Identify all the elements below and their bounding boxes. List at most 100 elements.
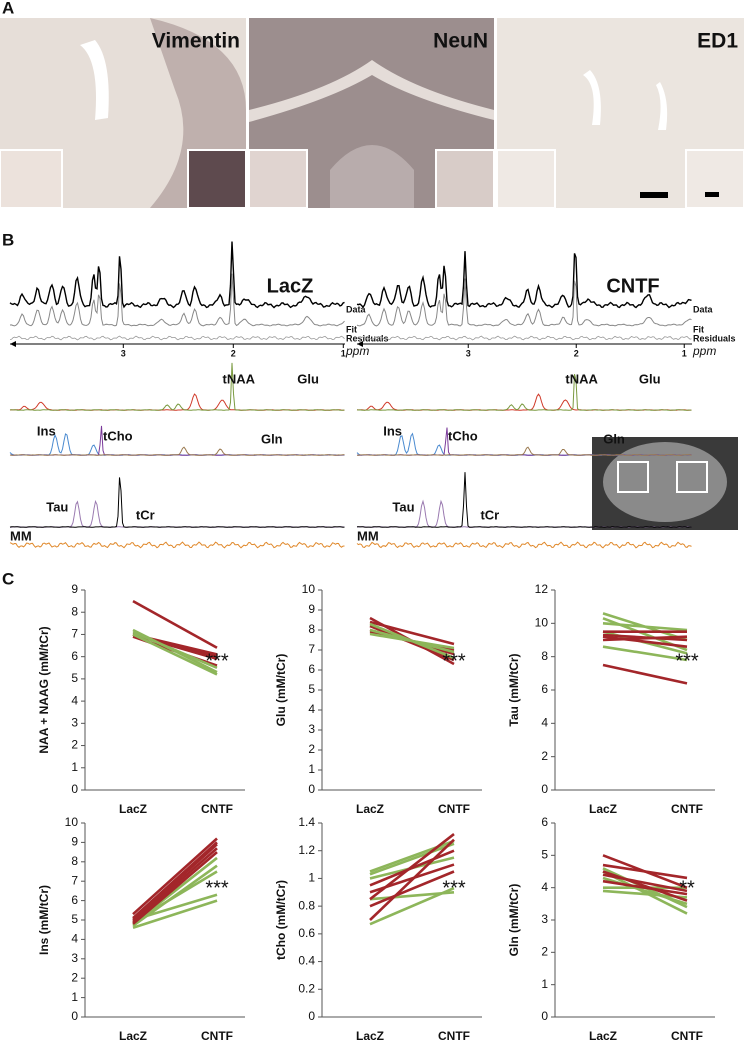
mm-trace xyxy=(9,541,345,549)
subject-line xyxy=(369,870,455,908)
y-tick-label: 3 xyxy=(541,912,548,926)
metabolite-trace xyxy=(9,393,345,411)
y-tick-label: 3 xyxy=(71,951,78,965)
y-tick-label: 0 xyxy=(71,782,78,796)
slope-chart: 0 0.2 0.4 0.6 0.8 1 1.2 1.4 LacZ CNTF tCho (mM/tCr… xyxy=(274,815,482,1041)
y-tick-label: 10 xyxy=(535,616,549,630)
voxel xyxy=(676,461,708,493)
y-tick-label: 8 xyxy=(308,622,315,636)
y-tick-label: 6 xyxy=(541,682,548,696)
x-tick-label: LacZ xyxy=(356,802,384,816)
slope-chart: 0 1 2 3 4 5 6 7 8 9 LacZ CNTF NAA + NAAG (mM/tCr) *** xyxy=(37,582,245,816)
y-tick-label: 1 xyxy=(308,871,315,885)
x-tick-label: CNTF xyxy=(201,1029,233,1041)
x-tick-label: LacZ xyxy=(119,1029,147,1041)
ventricle xyxy=(583,70,601,125)
y-tick-label: 1 xyxy=(71,990,78,1004)
metabolite-trace xyxy=(356,472,692,528)
metabolite-label: tNAA xyxy=(223,371,256,386)
subject-line xyxy=(132,843,218,921)
mri-inset xyxy=(592,437,738,530)
metabolite-trace xyxy=(9,477,345,528)
y-tick-label: 5 xyxy=(71,912,78,926)
trace-label: Data xyxy=(693,304,714,314)
slope-chart: 0 2 4 6 8 10 12 LacZ CNTF Tau (mM/tCr) *** xyxy=(507,582,715,816)
ppm-tick-label: 3 xyxy=(466,348,471,358)
x-tick-label: CNTF xyxy=(438,802,470,816)
residual-trace xyxy=(356,335,692,341)
y-axis-label: NAA + NAAG (mM/tCr) xyxy=(37,626,51,753)
y-tick-label: 4 xyxy=(71,932,78,946)
y-tick-label: 4 xyxy=(541,716,548,730)
inset xyxy=(685,149,744,209)
metabolite-label: tCr xyxy=(480,507,499,522)
significance: *** xyxy=(675,650,699,672)
data-trace xyxy=(9,241,345,309)
subject-line xyxy=(369,842,455,876)
subject-line xyxy=(369,849,455,887)
metabolite-trace xyxy=(356,446,692,456)
metabolite-label: MM xyxy=(357,528,379,543)
x-tick-label: LacZ xyxy=(589,1029,617,1041)
trace-label: Residuals xyxy=(693,333,736,343)
ppm-tick-label: 2 xyxy=(574,348,579,358)
y-tick-label: 5 xyxy=(71,671,78,685)
y-tick-label: 7 xyxy=(308,642,315,656)
y-tick-label: 2 xyxy=(308,742,315,756)
subject-line xyxy=(369,863,455,894)
y-tick-label: 0.2 xyxy=(298,981,315,995)
subject-line xyxy=(132,837,218,916)
y-tick-label: 1.2 xyxy=(298,843,315,857)
inset xyxy=(187,149,247,209)
metabolite-label: tNAA xyxy=(565,371,598,386)
panel-label: C xyxy=(2,569,14,588)
y-tick-label: 0 xyxy=(541,1009,548,1023)
metabolite-label: tCho xyxy=(103,428,133,443)
y-tick-label: 5 xyxy=(308,682,315,696)
panel-label: A xyxy=(2,0,14,17)
y-tick-label: 6 xyxy=(541,815,548,829)
y-tick-label: 0 xyxy=(308,1009,315,1023)
metabolite-trace xyxy=(9,433,345,456)
subject-line xyxy=(602,622,688,632)
stain-label: ED1 xyxy=(697,30,738,53)
x-tick-label: CNTF xyxy=(201,802,233,816)
y-tick-label: 8 xyxy=(71,604,78,618)
data-trace xyxy=(356,251,692,309)
condition-label: LacZ xyxy=(267,275,314,297)
fit-trace xyxy=(9,273,345,327)
subject-line xyxy=(602,663,688,685)
trace-label: Residuals xyxy=(346,333,389,343)
region xyxy=(330,145,414,208)
y-tick-label: 0 xyxy=(308,782,315,796)
subject-line xyxy=(369,890,455,901)
stain-label: Vimentin xyxy=(152,30,240,53)
ventricle xyxy=(80,40,109,120)
y-tick-label: 8 xyxy=(71,854,78,868)
subject-line xyxy=(369,632,455,650)
subject-line xyxy=(132,599,218,649)
y-tick-label: 4 xyxy=(308,702,315,716)
y-tick-label: 4 xyxy=(71,693,78,707)
significance: *** xyxy=(442,650,466,672)
slope-chart: 0 1 2 3 4 5 6 7 8 9 10 LacZ CNTF Ins (mM/tCr) *** xyxy=(37,815,245,1041)
corpus-callosum xyxy=(249,60,494,122)
trace-label: Fit xyxy=(693,324,704,334)
y-tick-label: 9 xyxy=(308,602,315,616)
metabolite-label: Ins xyxy=(383,423,402,438)
significance: *** xyxy=(205,877,229,899)
slope-chart: 0 1 2 3 4 5 6 LacZ CNTF Gln (mM/tCr) ** xyxy=(507,815,715,1041)
y-tick-label: 8 xyxy=(541,649,548,663)
y-tick-label: 7 xyxy=(71,873,78,887)
y-axis-label: Tau (mM/tCr) xyxy=(507,653,521,726)
y-tick-label: 3 xyxy=(71,716,78,730)
y-tick-label: 10 xyxy=(302,582,316,596)
ppm-tick-label: 1 xyxy=(341,348,346,358)
metabolite-label: Ins xyxy=(37,423,56,438)
metabolite-trace xyxy=(356,373,692,411)
metabolite-trace xyxy=(9,446,345,456)
